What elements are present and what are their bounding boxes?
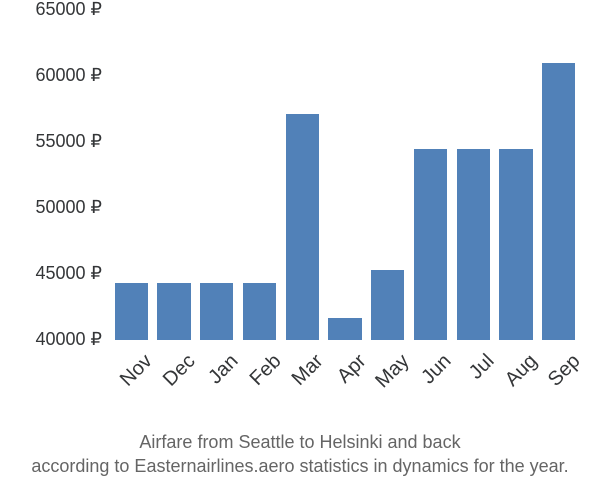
- x-tick-label: Apr: [320, 350, 372, 402]
- y-tick-label: 60000 ₽: [35, 65, 102, 86]
- x-tick-label: Nov: [106, 350, 158, 402]
- x-tick-label: May: [362, 350, 414, 402]
- plot-area: [110, 10, 580, 340]
- bar: [328, 318, 361, 340]
- bar: [542, 63, 575, 340]
- bar: [286, 114, 319, 340]
- bar: [157, 283, 190, 340]
- x-tick-label: Jul: [448, 350, 500, 402]
- caption-line-1: Airfare from Seattle to Helsinki and bac…: [0, 430, 600, 454]
- x-tick-label: Feb: [234, 350, 286, 402]
- airfare-bar-chart: 40000 ₽ 45000 ₽ 50000 ₽ 55000 ₽ 60000 ₽ 65000…: [0, 0, 600, 500]
- bar: [414, 149, 447, 340]
- chart-caption: Airfare from Seattle to Helsinki and bac…: [0, 430, 600, 479]
- x-tick-label: Sep: [533, 350, 585, 402]
- x-tick-label: Dec: [149, 350, 201, 402]
- bar: [243, 283, 276, 340]
- y-tick-label: 55000 ₽: [35, 131, 102, 152]
- y-tick-label: 50000 ₽: [35, 197, 102, 218]
- x-tick-label: Jun: [405, 350, 457, 402]
- caption-line-2: according to Easternairlines.aero statis…: [0, 454, 600, 478]
- x-tick-label: Jan: [191, 350, 243, 402]
- bar: [371, 270, 404, 340]
- x-tick-label: Aug: [491, 350, 543, 402]
- bar: [200, 283, 233, 340]
- bar: [457, 149, 490, 340]
- x-tick-label: Mar: [277, 350, 329, 402]
- y-tick-label: 65000 ₽: [35, 0, 102, 20]
- bar: [499, 149, 532, 340]
- bar: [115, 283, 148, 340]
- y-tick-label: 45000 ₽: [35, 263, 102, 284]
- y-tick-label: 40000 ₽: [35, 329, 102, 350]
